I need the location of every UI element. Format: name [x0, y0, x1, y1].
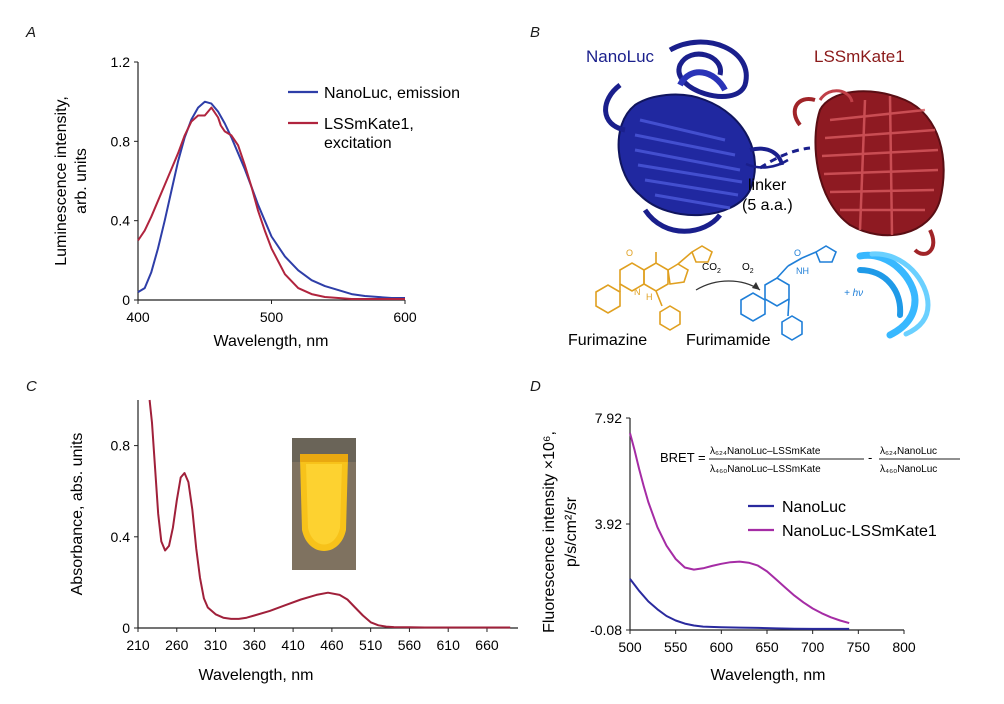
- light-emission-glow: [856, 251, 931, 339]
- lssmkate-structure: [792, 89, 945, 256]
- series-line-c-0: [148, 399, 511, 629]
- x-tick-label-c-2: 310: [204, 637, 228, 653]
- linker-label-1: linker: [748, 177, 787, 194]
- y-tick-label-c-2: 0.8: [111, 438, 131, 454]
- legend-a-label-nanoluc: NanoLuc, emission: [324, 85, 460, 102]
- nanoluc-structure: [603, 39, 784, 234]
- bret-prefix: BRET =: [660, 450, 706, 465]
- furimazine-structure: [595, 245, 713, 331]
- chart-d: 500 550 600 650 700 750 800 -0.08 3.92 7.92 BRET …: [541, 410, 960, 684]
- x-tick-label-d-2: 600: [710, 639, 734, 655]
- panel-label-b: B: [530, 24, 541, 41]
- furimamide-label: Furimamide: [686, 332, 771, 349]
- x-tick-label-c-5: 460: [320, 637, 344, 653]
- furimazine-h: H: [646, 292, 653, 302]
- y-axis-label-d-2: p/s/cm²/sr: [563, 496, 580, 567]
- chart-a: 400 500 600 0 0.4 0.8 1.2 NanoLuc, emission LS…: [53, 54, 460, 350]
- furimazine-o: O: [626, 248, 633, 258]
- chart-c: 210 260 310 360 410 460 510 560 610 660 0 0.4 0.8 Wa…: [69, 399, 518, 684]
- x-axis-label-d: Wavelength, nm: [710, 667, 825, 684]
- reagent-co2: CO2: [702, 262, 721, 275]
- legend-a-label-lssmkate: LSSmKate1,: [324, 116, 414, 133]
- panel-label-d: D: [530, 378, 541, 395]
- light-hv: + hν: [844, 288, 863, 299]
- sample-tube-photo: [292, 438, 356, 570]
- x-tick-label-d-0: 500: [618, 639, 642, 655]
- x-tick-label-d-4: 700: [801, 639, 825, 655]
- y-tick-label-c-1: 0.4: [111, 529, 131, 545]
- linker-label-2: (5 a.a.): [742, 197, 793, 214]
- furimamide-nh: NH: [796, 266, 809, 276]
- y-axis-label-a-1: Luminescence intensity,: [53, 96, 70, 266]
- x-tick-label-d-3: 650: [755, 639, 779, 655]
- y-tick-label-d-0: -0.08: [590, 622, 622, 638]
- bret-den2: λ₄₆₀NanoLuc: [880, 464, 937, 475]
- x-tick-label-c-0: 210: [126, 637, 150, 653]
- panel-label-c: C: [26, 378, 37, 395]
- figure-b: NanoLuc LSSmKate1 linker (5 a.a.): [568, 39, 945, 349]
- series-line-d-0: [629, 578, 850, 630]
- x-tick-label-c-6: 510: [359, 637, 383, 653]
- bret-num1: λ₆₂₄NanoLuc–LSSmKate: [710, 446, 821, 457]
- bret-den1: λ₄₆₀NanoLuc–LSSmKate: [710, 464, 821, 475]
- lssmkate-title: LSSmKate1: [814, 47, 905, 66]
- x-tick-label-c-4: 410: [281, 637, 305, 653]
- x-tick-label-d-5: 750: [847, 639, 871, 655]
- legend-a-label-lssmkate-2: excitation: [324, 135, 392, 152]
- reaction-arrowhead: [752, 282, 760, 290]
- x-tick-label-a-0: 400: [126, 309, 150, 325]
- y-axis-label-d-1: Fluorescence intensity ×10⁶,: [541, 431, 558, 633]
- y-tick-label-a-1: 0.4: [111, 213, 131, 229]
- series-line-a-0: [137, 100, 405, 299]
- furimamide-structure: [740, 245, 837, 341]
- y-axis-label-c: Absorbance, abs. units: [69, 433, 86, 596]
- bret-formula: BRET = λ₆₂₄NanoLuc–LSSmKate λ₄₆₀NanoLuc–…: [660, 446, 960, 475]
- panel-label-a: A: [26, 24, 37, 41]
- x-tick-label-c-9: 660: [475, 637, 499, 653]
- linker-line: [745, 158, 789, 169]
- x-tick-label-a-1: 500: [260, 309, 284, 325]
- plot-area-a: 400 500 600 0 0.4 0.8 1.2: [111, 54, 417, 325]
- x-tick-label-c-8: 610: [437, 637, 461, 653]
- y-tick-label-a-0: 0: [122, 292, 130, 308]
- x-tick-label-c-3: 360: [243, 637, 267, 653]
- furimazine-label: Furimazine: [568, 332, 647, 349]
- y-tick-label-a-2: 0.8: [111, 133, 131, 149]
- reagent-o2: O2: [742, 262, 754, 275]
- y-axis-label-a-2: arb. units: [73, 148, 90, 214]
- x-tick-label-c-7: 560: [398, 637, 422, 653]
- x-tick-label-c-1: 260: [165, 637, 189, 653]
- linker-dashed: [759, 146, 811, 170]
- bret-minus: -: [868, 450, 872, 465]
- furimamide-o: O: [794, 248, 801, 258]
- reaction-arrow: [695, 280, 761, 291]
- nanoluc-title: NanoLuc: [586, 47, 655, 66]
- x-tick-label-d-1: 550: [664, 639, 688, 655]
- series-line-a-1: [137, 106, 405, 300]
- y-tick-label-d-1: 3.92: [595, 516, 622, 532]
- series-line-d-1: [629, 432, 850, 625]
- x-axis-label-a: Wavelength, nm: [213, 333, 328, 350]
- x-tick-label-d-6: 800: [892, 639, 916, 655]
- bret-num2: λ₆₂₄NanoLuc: [880, 446, 937, 457]
- legend-d: NanoLuc NanoLuc-LSSmKate1: [748, 499, 937, 540]
- x-tick-label-a-2: 600: [393, 309, 417, 325]
- furimazine-n: N: [634, 287, 641, 297]
- x-axis-label-c: Wavelength, nm: [198, 667, 313, 684]
- y-tick-label-d-2: 7.92: [595, 410, 622, 426]
- legend-d-label-nanoluc: NanoLuc: [782, 499, 846, 516]
- y-tick-label-a-3: 1.2: [111, 54, 131, 70]
- y-tick-label-c-0: 0: [122, 620, 130, 636]
- legend-a: NanoLuc, emission LSSmKate1, excitation: [288, 85, 460, 152]
- legend-d-label-fusion: NanoLuc-LSSmKate1: [782, 523, 937, 540]
